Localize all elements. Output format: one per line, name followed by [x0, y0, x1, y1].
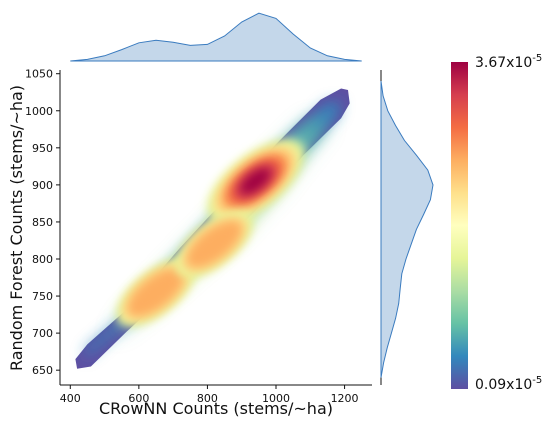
y-tick-label: 650	[32, 364, 53, 377]
y-marginal-kde	[380, 70, 434, 385]
kde-peak-0-level-5	[240, 168, 271, 194]
y-tick-label: 750	[32, 290, 53, 303]
y-tick-label: 700	[32, 327, 53, 340]
kde-peak-1-level-2	[127, 267, 185, 317]
colorbar: 3.67x10-5 0.09x10-5	[451, 53, 542, 393]
y-tick-label: 800	[32, 253, 53, 266]
y-tick-label: 900	[32, 179, 53, 192]
x-axis-label: CRowNN Counts (stems/~ha)	[99, 399, 333, 418]
y-tick-label: 950	[32, 142, 53, 155]
x-tick-label: 400	[60, 392, 81, 405]
x-ticks: 400 600 800 1000 1200	[60, 385, 359, 405]
x-tick-label: 1000	[262, 392, 290, 405]
density-plot-area	[75, 88, 350, 369]
x-tick-label: 800	[197, 392, 218, 405]
x-marginal-kde	[70, 12, 362, 62]
y-tick-label: 850	[32, 216, 53, 229]
y-marginal-area	[380, 81, 434, 378]
colorbar-max-mantissa: 3.67x10	[475, 55, 532, 71]
kde-peak-2-level-2	[186, 220, 243, 269]
colorbar-min-exponent: -5	[532, 375, 542, 386]
colorbar-max-label: 3.67x10-5	[475, 53, 542, 71]
x-tick-label: 1200	[331, 392, 359, 405]
y-tick-label: 1000	[25, 105, 53, 118]
colorbar-bar	[451, 62, 468, 389]
x-tick-label: 600	[128, 392, 149, 405]
y-ticks: 650 700 750 800 850 900 950 1000 1050	[25, 68, 60, 377]
main-axes: 400 600 800 1000 1200 650 700 750 800 850 900 950 1…	[25, 68, 372, 405]
colorbar-min-mantissa: 0.09x10	[475, 377, 532, 393]
colorbar-max-exponent: -5	[532, 53, 542, 64]
x-marginal-area	[70, 12, 362, 62]
colorbar-min-label: 0.09x10-5	[475, 375, 542, 393]
y-axis-label: Random Forest Counts (stems/~ha)	[7, 85, 26, 371]
y-tick-label: 1050	[25, 68, 53, 81]
